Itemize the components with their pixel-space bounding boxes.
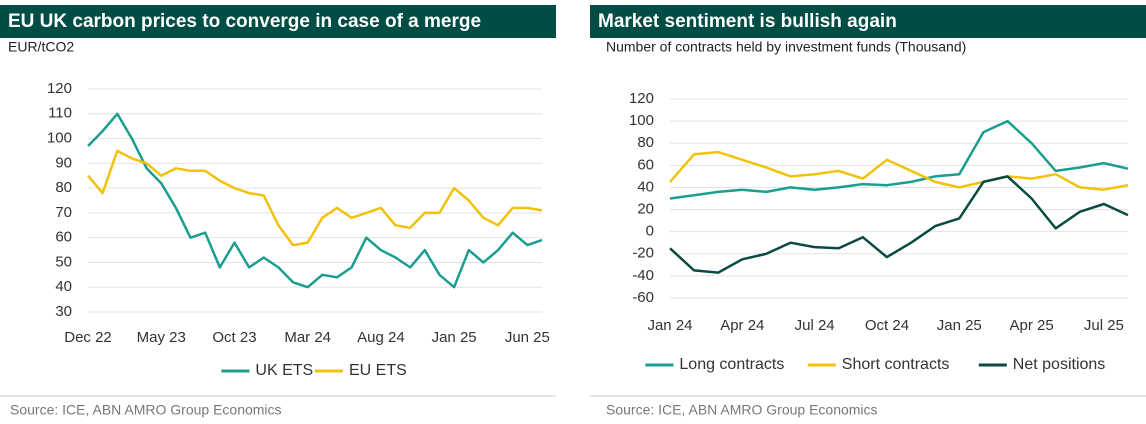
x-tick-label: Apr 24 <box>720 317 764 334</box>
source: Source: ICE, ABN AMRO Group Economics <box>10 402 282 418</box>
y-tick-label: 120 <box>47 80 72 97</box>
series-line <box>669 119 1129 200</box>
legend-label: Long contracts <box>679 356 784 373</box>
series-line <box>669 175 1129 274</box>
y-tick-label: 40 <box>55 278 72 295</box>
legend-label: UK ETS <box>255 362 313 379</box>
y-tick-label: -20 <box>632 245 654 262</box>
x-tick-label: Jun 25 <box>505 329 550 346</box>
y-tick-label: 110 <box>48 105 72 122</box>
title-bar <box>590 5 1146 38</box>
x-tick-label: Aug 24 <box>357 329 405 346</box>
x-tick-label: Apr 25 <box>1009 317 1053 334</box>
x-tick-label: Jul 25 <box>1084 317 1124 334</box>
y-tick-label: 0 <box>646 223 654 240</box>
y-tick-label: 40 <box>637 178 654 195</box>
y-tick-label: 60 <box>55 229 72 246</box>
y-tick-label: -40 <box>632 267 654 284</box>
x-tick-label: Jan 25 <box>432 329 477 346</box>
y-tick-label: 60 <box>637 156 654 173</box>
x-tick-label: Mar 24 <box>284 329 331 346</box>
y-tick-label: 120 <box>629 90 654 107</box>
y-tick-label: -60 <box>632 289 654 306</box>
x-tick-label: Jan 25 <box>937 317 982 334</box>
y-tick-label: 100 <box>629 112 654 129</box>
x-tick-label: Jul 24 <box>795 317 835 334</box>
y-tick-label: 80 <box>55 179 72 196</box>
y-tick-label: 20 <box>637 201 654 218</box>
x-tick-label: Oct 24 <box>865 317 909 334</box>
y-tick-label: 100 <box>47 130 72 147</box>
x-tick-label: Dec 22 <box>64 329 112 346</box>
subtitle: EUR/tCO2 <box>8 39 74 55</box>
y-tick-label: 90 <box>55 154 72 171</box>
source: Source: ICE, ABN AMRO Group Economics <box>606 402 878 418</box>
series-line <box>669 150 1129 191</box>
legend-label: EU ETS <box>349 362 407 379</box>
y-tick-label: 80 <box>637 134 654 151</box>
series-line <box>87 149 543 247</box>
chart-title: Market sentiment is bullish again <box>598 11 897 32</box>
title-bar <box>0 5 556 38</box>
x-tick-label: Jan 24 <box>647 317 692 334</box>
legend-label: Net positions <box>1013 356 1106 373</box>
series-line <box>87 112 543 289</box>
x-tick-label: May 23 <box>137 329 186 346</box>
chart-title: EU UK carbon prices to converge in case … <box>8 11 481 32</box>
y-tick-label: 50 <box>55 253 72 270</box>
y-tick-label: 70 <box>55 204 72 221</box>
subtitle: Number of contracts held by investment f… <box>606 39 966 55</box>
y-tick-label: 30 <box>55 303 72 320</box>
legend-label: Short contracts <box>842 356 950 373</box>
x-tick-label: Oct 23 <box>212 329 256 346</box>
